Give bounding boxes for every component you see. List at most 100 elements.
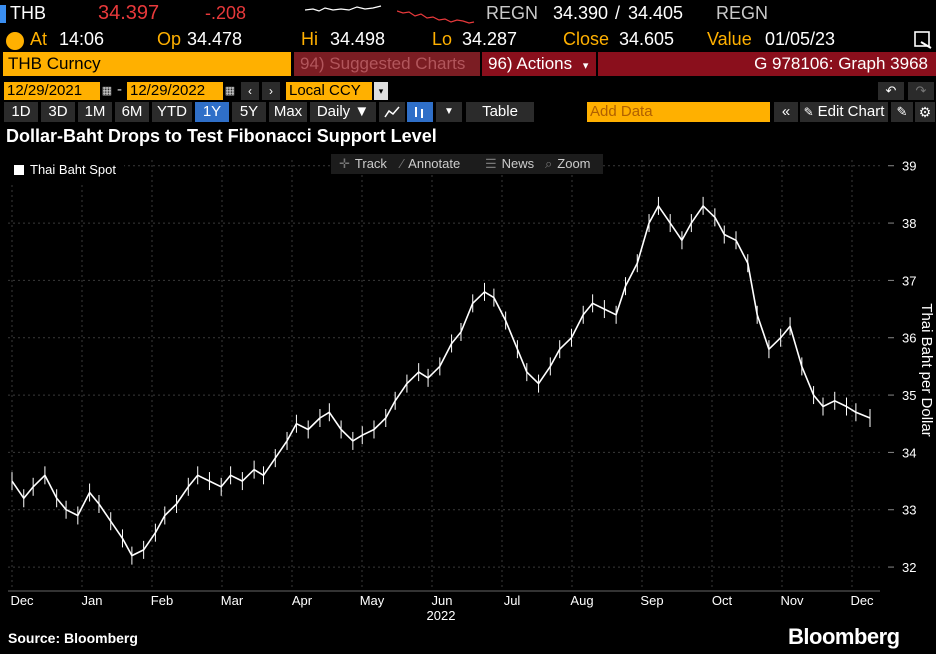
security-field[interactable]: THB Curncy [3, 52, 291, 76]
range-toolbar: 1D 3D 1M 6M YTD 1Y 5Y Max Daily ▼ ▼ Tabl… [0, 101, 936, 123]
track-tool[interactable]: ✛ Track [339, 154, 387, 174]
value-date: 01/05/23 [765, 29, 836, 49]
quote-source-left: REGN [486, 3, 539, 23]
x-tick-label: Mar [221, 593, 244, 608]
quote-row: THB 34.397 -.208 REGN 34.390 / 34.405 RE… [0, 0, 936, 28]
export-icon[interactable] [913, 30, 933, 50]
range-5y-button[interactable]: 5Y [232, 102, 266, 122]
chart-title: Dollar-Baht Drops to Test Fibonacci Supp… [6, 126, 437, 146]
y-tick-label: 36 [902, 331, 916, 346]
legend-series-name: Thai Baht Spot [30, 162, 116, 177]
range-1y-button[interactable]: 1Y [195, 102, 229, 122]
add-data-input[interactable]: Add Data [587, 102, 770, 122]
range-3d-button[interactable]: 3D [41, 102, 75, 122]
y-tick-label: 39 [902, 159, 916, 174]
y-tick-label: 37 [902, 273, 916, 288]
range-1m-button[interactable]: 1M [78, 102, 112, 122]
next-period-button[interactable]: › [262, 82, 280, 100]
chevron-down-icon: ▾ [582, 60, 589, 72]
range-6m-button[interactable]: 6M [115, 102, 149, 122]
suggested-charts-menu[interactable]: 94) Suggested Charts [294, 52, 480, 76]
bloomberg-logo: Bloomberg [788, 624, 900, 649]
gear-icon[interactable]: ⚙ [915, 102, 935, 122]
y-tick-label: 38 [902, 216, 916, 231]
quote-source-right: REGN [716, 3, 769, 23]
at-label: At [30, 29, 48, 49]
line-chart-icon[interactable] [379, 102, 405, 122]
range-1d-button[interactable]: 1D [4, 102, 38, 122]
x-tick-label: Apr [292, 593, 313, 608]
high-value: 34.498 [330, 29, 386, 49]
sparkline-white [305, 5, 382, 12]
x-tick-label: Jul [504, 593, 521, 608]
undo-icon[interactable]: ↶ [878, 82, 904, 100]
prev-period-button[interactable]: ‹ [241, 82, 259, 100]
news-label: News [501, 156, 535, 171]
periodicity-select[interactable]: Daily ▼ [310, 102, 376, 122]
price-change: -.208 [205, 3, 247, 23]
bid-ask-separator: / [615, 3, 621, 23]
search-icon: ⌕ [545, 156, 553, 171]
low-label: Lo [432, 29, 453, 49]
value-label: Value [707, 29, 752, 49]
close-label: Close [563, 29, 610, 49]
y-axis-label: Thai Baht per Dollar [918, 303, 935, 436]
low-value: 34.287 [462, 29, 518, 49]
y-tick-label: 32 [902, 560, 916, 575]
bid-price: 34.390 [553, 3, 609, 23]
x-tick-label: Jun [432, 593, 453, 608]
zoom-label: Zoom [557, 156, 591, 171]
sparkline-red [397, 10, 475, 24]
currency-select[interactable]: Local CCY [286, 82, 372, 100]
x-tick-label: Feb [151, 593, 173, 608]
graph-id: G 978106: Graph 3968 [598, 52, 936, 76]
news-tool[interactable]: ☰ News [485, 154, 534, 174]
at-value: 14:06 [59, 29, 105, 49]
calendar-icon[interactable]: ▦ [101, 85, 113, 97]
last-price: 34.397 [98, 2, 160, 24]
price-series [11, 196, 871, 565]
chevron-down-icon[interactable]: ▼ [436, 102, 462, 122]
calendar-icon[interactable]: ▦ [224, 85, 236, 97]
range-ytd-button[interactable]: YTD [152, 102, 192, 122]
range-max-button[interactable]: Max [269, 102, 307, 122]
edit-chart-button[interactable]: ✎ Edit Chart [800, 102, 888, 122]
chevron-down-icon[interactable]: ▾ [374, 82, 388, 100]
ask-price: 34.405 [628, 3, 684, 23]
table-button[interactable]: Table [466, 102, 534, 122]
x-tick-label: Dec [10, 593, 34, 608]
x-tick-label: May [360, 593, 385, 608]
clock-icon [6, 32, 24, 50]
end-date-input[interactable]: 12/29/2022 [127, 82, 223, 100]
price-chart[interactable]: Dec Jan Feb Mar Apr May Jun Jul Aug Sep Oct Nov Dec … [0, 150, 936, 630]
redo-icon[interactable]: ↷ [908, 82, 934, 100]
actions-menu[interactable]: 96) Actions ▾ [482, 52, 596, 76]
title-bar: THB Curncy 94) Suggested Charts 96) Acti… [0, 52, 936, 76]
close-value: 34.605 [619, 29, 675, 49]
start-date-input[interactable]: 12/29/2021 [4, 82, 100, 100]
y-tick-label: 34 [902, 445, 916, 460]
x-tick-label: Oct [712, 593, 733, 608]
chart-tools: ✛ Track ∕ Annotate ☰ News ⌕ Zoom [331, 154, 603, 174]
annotate-tool[interactable]: ∕ Annotate [401, 154, 460, 174]
x-tick-label: Sep [640, 593, 663, 608]
chart-legend[interactable]: Thai Baht Spot [8, 157, 124, 183]
chart-grid [8, 160, 880, 590]
legend-swatch [14, 165, 24, 175]
x-axis: Dec Jan Feb Mar Apr May Jun Jul Aug Sep Oct Nov Dec [8, 590, 880, 608]
zoom-tool[interactable]: ⌕ Zoom [545, 154, 591, 174]
y-tick-label: 35 [902, 388, 916, 403]
x-tick-label: Nov [780, 593, 804, 608]
collapse-button[interactable]: « [774, 102, 798, 122]
bar-chart-icon[interactable] [407, 102, 433, 122]
x-tick-label: Aug [570, 593, 593, 608]
y-axis: 32 33 34 35 36 37 38 39 [888, 159, 916, 575]
open-label: Op [157, 29, 182, 49]
crosshair-icon: ✛ [339, 156, 350, 171]
ticker[interactable]: THB [10, 3, 46, 23]
price-line [11, 205, 871, 557]
annotate-label: Annotate [408, 156, 461, 171]
pencil-icon[interactable]: ✎ [891, 102, 913, 122]
track-label: Track [354, 156, 387, 171]
date-row: 12/29/2021 ▦ - 12/29/2022 ▦ ‹ › Local CC… [0, 80, 936, 100]
